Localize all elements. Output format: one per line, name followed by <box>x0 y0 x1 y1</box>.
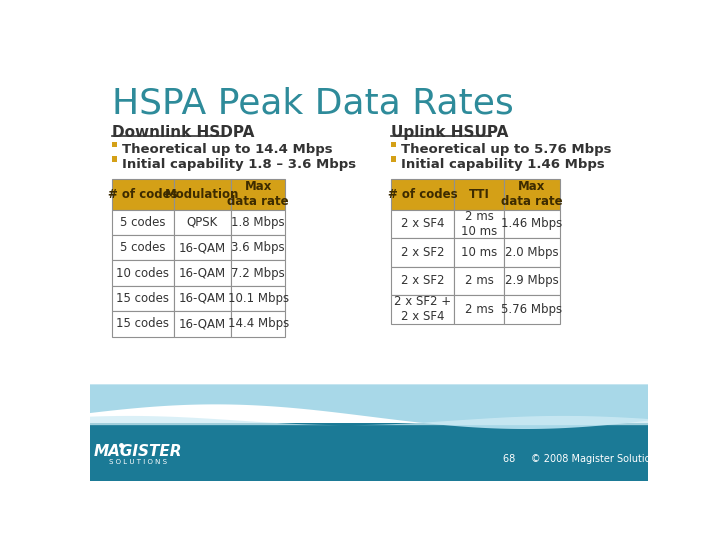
FancyBboxPatch shape <box>231 235 285 260</box>
FancyBboxPatch shape <box>174 179 231 210</box>
Text: 10.1 Mbps: 10.1 Mbps <box>228 292 289 305</box>
Text: Initial capability 1.8 – 3.6 Mbps: Initial capability 1.8 – 3.6 Mbps <box>122 158 356 171</box>
Text: 10 ms: 10 ms <box>461 246 498 259</box>
Text: 10 codes: 10 codes <box>116 267 169 280</box>
FancyBboxPatch shape <box>231 286 285 311</box>
FancyBboxPatch shape <box>454 267 504 295</box>
FancyBboxPatch shape <box>504 210 559 238</box>
Text: 2 x SF2: 2 x SF2 <box>401 246 444 259</box>
FancyBboxPatch shape <box>391 142 396 147</box>
Text: 2 x SF4: 2 x SF4 <box>401 217 444 230</box>
FancyBboxPatch shape <box>112 235 174 260</box>
Text: S O L U T I O N S: S O L U T I O N S <box>109 459 167 465</box>
Text: 15 codes: 15 codes <box>116 292 169 305</box>
Text: Theoretical up to 5.76 Mbps: Theoretical up to 5.76 Mbps <box>401 143 611 157</box>
Polygon shape <box>90 416 648 425</box>
Text: 2 ms: 2 ms <box>464 303 493 316</box>
Text: 2 ms
10 ms: 2 ms 10 ms <box>461 210 498 238</box>
Text: 14.4 Mbps: 14.4 Mbps <box>228 318 289 330</box>
Text: 68     © 2008 Magister Solutions Ltd: 68 © 2008 Magister Solutions Ltd <box>503 454 681 464</box>
FancyBboxPatch shape <box>391 179 454 210</box>
Text: 1.8 Mbps: 1.8 Mbps <box>231 216 285 229</box>
FancyBboxPatch shape <box>231 260 285 286</box>
Text: TTI: TTI <box>469 188 490 201</box>
FancyBboxPatch shape <box>504 238 559 267</box>
Text: Initial capability 1.46 Mbps: Initial capability 1.46 Mbps <box>401 158 605 171</box>
FancyBboxPatch shape <box>112 142 117 147</box>
Text: 16-QAM: 16-QAM <box>179 241 226 254</box>
Text: HSPA Peak Data Rates: HSPA Peak Data Rates <box>112 86 513 120</box>
FancyBboxPatch shape <box>391 157 396 162</box>
Text: Theoretical up to 14.4 Mbps: Theoretical up to 14.4 Mbps <box>122 143 333 157</box>
Text: Max
data rate: Max data rate <box>501 180 562 208</box>
FancyBboxPatch shape <box>112 210 174 235</box>
Text: 2.9 Mbps: 2.9 Mbps <box>505 274 559 287</box>
Text: 3.6 Mbps: 3.6 Mbps <box>231 241 285 254</box>
Text: 16-QAM: 16-QAM <box>179 292 226 305</box>
Text: 2 ms: 2 ms <box>464 274 493 287</box>
FancyBboxPatch shape <box>504 295 559 323</box>
Text: 2.0 Mbps: 2.0 Mbps <box>505 246 559 259</box>
FancyBboxPatch shape <box>112 157 117 162</box>
FancyBboxPatch shape <box>174 311 231 336</box>
FancyBboxPatch shape <box>391 267 454 295</box>
Text: 16-QAM: 16-QAM <box>179 318 226 330</box>
FancyBboxPatch shape <box>112 179 174 210</box>
Polygon shape <box>90 384 648 429</box>
Text: QPSK: QPSK <box>186 216 218 229</box>
FancyBboxPatch shape <box>454 179 504 210</box>
FancyBboxPatch shape <box>231 210 285 235</box>
Text: 2 x SF2: 2 x SF2 <box>401 274 444 287</box>
Text: # of codes: # of codes <box>108 188 178 201</box>
FancyBboxPatch shape <box>174 260 231 286</box>
Text: Downlink HSDPA: Downlink HSDPA <box>112 125 254 140</box>
FancyBboxPatch shape <box>454 295 504 323</box>
Text: 15 codes: 15 codes <box>116 318 169 330</box>
Text: 1.46 Mbps: 1.46 Mbps <box>501 217 562 230</box>
Text: 2 x SF2 +
2 x SF4: 2 x SF2 + 2 x SF4 <box>394 295 451 323</box>
Text: Uplink HSUPA: Uplink HSUPA <box>391 125 508 140</box>
FancyBboxPatch shape <box>90 423 648 481</box>
Text: MAGISTER: MAGISTER <box>94 444 182 459</box>
Text: Modulation: Modulation <box>165 188 240 201</box>
FancyBboxPatch shape <box>454 238 504 267</box>
FancyBboxPatch shape <box>231 179 285 210</box>
Text: 5 codes: 5 codes <box>120 216 166 229</box>
Text: 16-QAM: 16-QAM <box>179 267 226 280</box>
FancyBboxPatch shape <box>231 311 285 336</box>
FancyBboxPatch shape <box>174 286 231 311</box>
FancyBboxPatch shape <box>112 286 174 311</box>
FancyBboxPatch shape <box>504 179 559 210</box>
Text: # of codes: # of codes <box>387 188 457 201</box>
FancyBboxPatch shape <box>174 210 231 235</box>
FancyBboxPatch shape <box>391 210 454 238</box>
Text: 5 codes: 5 codes <box>120 241 166 254</box>
Text: 5.76 Mbps: 5.76 Mbps <box>501 303 562 316</box>
Text: 7.2 Mbps: 7.2 Mbps <box>231 267 285 280</box>
FancyBboxPatch shape <box>504 267 559 295</box>
Text: Max
data rate: Max data rate <box>228 180 289 208</box>
FancyBboxPatch shape <box>391 238 454 267</box>
FancyBboxPatch shape <box>174 235 231 260</box>
FancyBboxPatch shape <box>112 260 174 286</box>
FancyBboxPatch shape <box>112 311 174 336</box>
FancyBboxPatch shape <box>391 295 454 323</box>
FancyBboxPatch shape <box>454 210 504 238</box>
